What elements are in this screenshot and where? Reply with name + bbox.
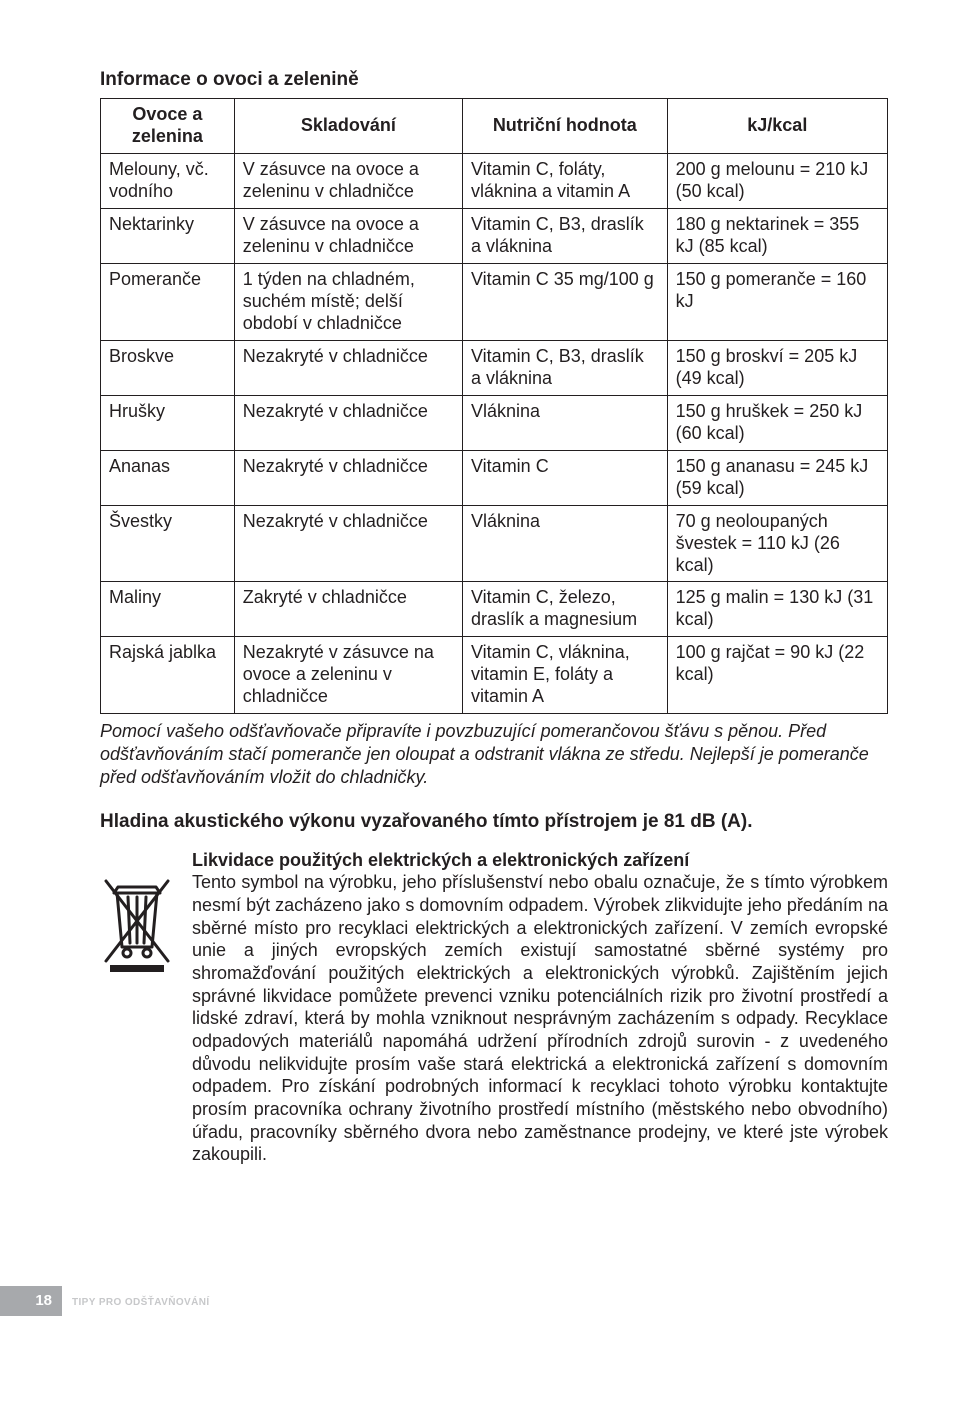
table-cell: Vitamin C [463, 450, 668, 505]
table-cell: Nektarinky [101, 209, 235, 264]
table-cell: 150 g broskví = 205 kJ (49 kcal) [667, 340, 887, 395]
table-cell: 100 g rajčat = 90 kJ (22 kcal) [667, 637, 887, 714]
col-fruit: Ovoce a zelenina [101, 99, 235, 154]
table-cell: Pomeranče [101, 264, 235, 341]
table-row: HruškyNezakryté v chladničceVláknina150 … [101, 395, 888, 450]
table-cell: Maliny [101, 582, 235, 637]
table-cell: 125 g malin = 130 kJ (31 kcal) [667, 582, 887, 637]
table-cell: Vitamin C, vláknina, vitamin E, foláty a… [463, 637, 668, 714]
col-kjkcal: kJ/kcal [667, 99, 887, 154]
table-cell: 150 g pomeranče = 160 kJ [667, 264, 887, 341]
col-storage: Skladování [234, 99, 462, 154]
fruit-table: Ovoce a zelenina Skladování Nutriční hod… [100, 98, 888, 714]
disposal-body-text: Tento symbol na výrobku, jeho příslušens… [192, 872, 888, 1164]
table-cell: Nezakryté v chladničce [234, 340, 462, 395]
table-cell: Nezakryté v chladničce [234, 505, 462, 582]
table-row: Rajská jablkaNezakryté v zásuvce na ovoc… [101, 637, 888, 714]
table-cell: Nezakryté v chladničce [234, 450, 462, 505]
col-nutri: Nutriční hodnota [463, 99, 668, 154]
table-cell: 1 týden na chladném, suchém místě; delší… [234, 264, 462, 341]
table-cell: Vitamin C 35 mg/100 g [463, 264, 668, 341]
disposal-section: Likvidace použitých elektrických a elekt… [100, 849, 888, 1166]
table-cell: Vitamin C, B3, draslík a vláknina [463, 340, 668, 395]
table-header-row: Ovoce a zelenina Skladování Nutriční hod… [101, 99, 888, 154]
table-row: NektarinkyV zásuvce na ovoce a zeleninu … [101, 209, 888, 264]
table-cell: 200 g melounu = 210 kJ (50 kcal) [667, 154, 887, 209]
table-row: BroskveNezakryté v chladničceVitamin C, … [101, 340, 888, 395]
table-cell: V zásuvce na ovoce a zeleninu v chladnič… [234, 154, 462, 209]
footer: 18 TIPY PRO ODŠŤAVŇOVÁNÍ [0, 1286, 960, 1316]
disposal-text: Likvidace použitých elektrických a elekt… [192, 849, 888, 1166]
noise-level-line: Hladina akustického výkonu vyzařovaného … [100, 810, 888, 834]
table-cell: Zakryté v chladničce [234, 582, 462, 637]
table-cell: Vitamin C, B3, draslík a vláknina [463, 209, 668, 264]
footer-label: TIPY PRO ODŠŤAVŇOVÁNÍ [72, 1297, 210, 1310]
table-row: Pomeranče1 týden na chladném, suchém mís… [101, 264, 888, 341]
table-cell: Rajská jablka [101, 637, 235, 714]
table-row: MalinyZakryté v chladničceVitamin C, žel… [101, 582, 888, 637]
table-cell: Nezakryté v zásuvce na ovoce a zeleninu … [234, 637, 462, 714]
disposal-title: Likvidace použitých elektrických a elekt… [192, 850, 689, 870]
table-cell: 150 g hruškek = 250 kJ (60 kcal) [667, 395, 887, 450]
table-cell: Hrušky [101, 395, 235, 450]
tip-note: Pomocí vašeho odšťavňovače připravíte i … [100, 720, 888, 788]
table-cell: Vláknina [463, 395, 668, 450]
table-cell: 180 g nektarinek = 355 kJ (85 kcal) [667, 209, 887, 264]
table-cell: Nezakryté v chladničce [234, 395, 462, 450]
table-cell: 150 g ananasu = 245 kJ (59 kcal) [667, 450, 887, 505]
table-cell: 70 g neoloupaných švestek = 110 kJ (26 k… [667, 505, 887, 582]
table-cell: Vitamin C, železo, draslík a magnesium [463, 582, 668, 637]
table-row: ŠvestkyNezakryté v chladničceVláknina70 … [101, 505, 888, 582]
table-cell: Melouny, vč. vodního [101, 154, 235, 209]
weee-icon [100, 849, 178, 1166]
page-number-tab: 18 [0, 1286, 62, 1316]
table-cell: V zásuvce na ovoce a zeleninu v chladnič… [234, 209, 462, 264]
table-cell: Ananas [101, 450, 235, 505]
table-cell: Vláknina [463, 505, 668, 582]
table-row: Melouny, vč. vodníhoV zásuvce na ovoce a… [101, 154, 888, 209]
section-title: Informace o ovoci a zelenině [100, 68, 888, 92]
table-cell: Vitamin C, foláty, vláknina a vitamin A [463, 154, 668, 209]
table-row: AnanasNezakryté v chladničceVitamin C150… [101, 450, 888, 505]
table-cell: Švestky [101, 505, 235, 582]
table-cell: Broskve [101, 340, 235, 395]
